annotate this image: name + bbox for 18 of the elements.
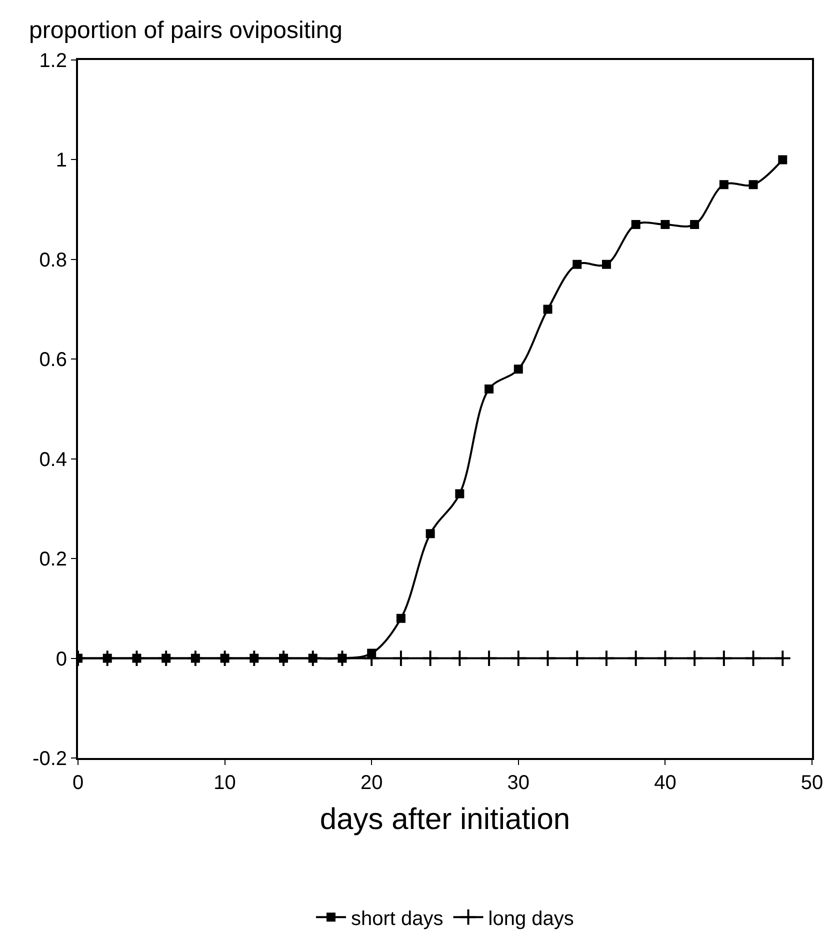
y-tick-label: 1 [56, 150, 67, 172]
x-tick-label: 40 [654, 772, 676, 794]
y-tick-label: 0.2 [39, 548, 67, 571]
legend-label: short days [351, 908, 444, 930]
y-tick-label: 1.2 [39, 50, 67, 72]
x-tick-label: 0 [72, 772, 84, 794]
x-axis-title: days after initiation [320, 803, 570, 836]
y-tick-label: 0.6 [39, 349, 67, 372]
y-tick-label: -0.2 [32, 748, 67, 770]
y-tick-label: 0 [56, 648, 67, 670]
y-tick-label: 0.4 [39, 448, 67, 471]
x-tick-label: 10 [214, 772, 236, 794]
x-tick-label: 50 [800, 772, 824, 794]
x-tick-label: 20 [360, 772, 383, 794]
y-axis-title: proportion of pairs ovipositing [29, 17, 343, 44]
x-tick-label: 30 [507, 772, 530, 794]
legend-label: long days [488, 908, 574, 930]
y-tick-label: 0.8 [39, 249, 67, 272]
